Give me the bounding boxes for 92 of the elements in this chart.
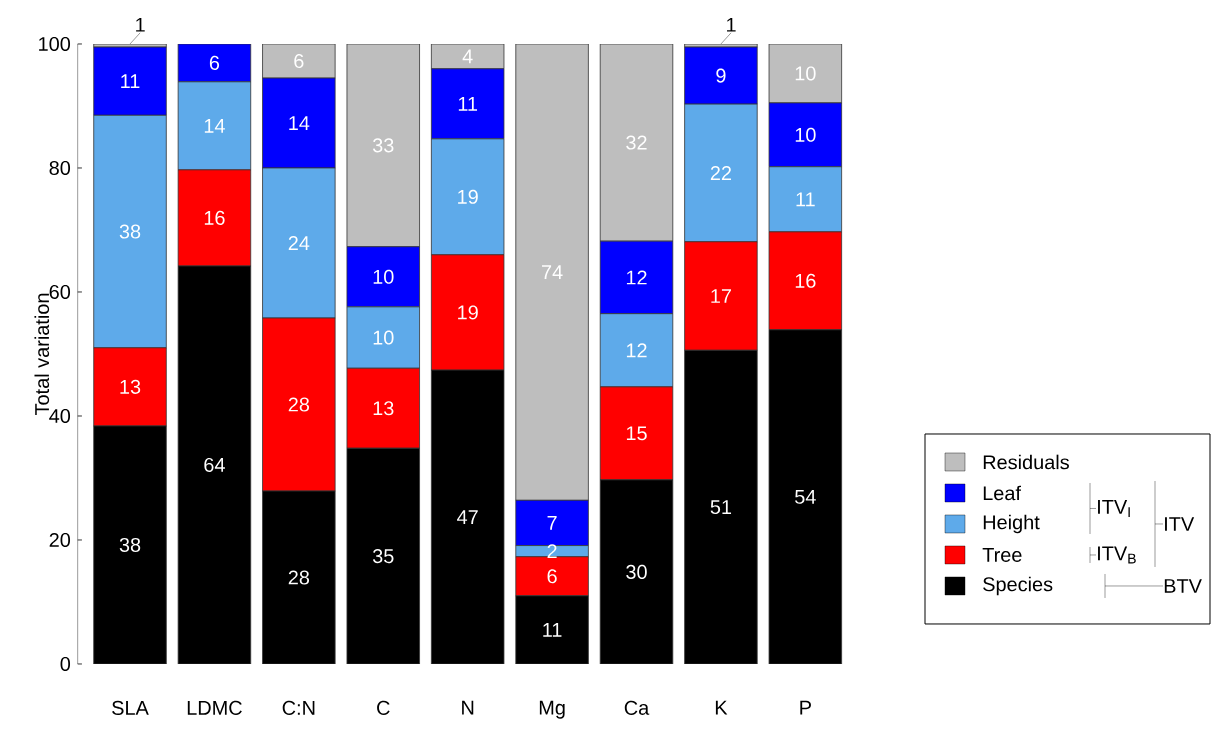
x-tick-label: C:N bbox=[282, 700, 315, 715]
data-label: 4 bbox=[462, 49, 473, 64]
y-tick-label: 0 bbox=[60, 656, 71, 672]
data-label: 22 bbox=[710, 165, 731, 180]
data-label: 11 bbox=[543, 623, 562, 637]
data-label: 12 bbox=[626, 270, 647, 285]
data-label: 32 bbox=[626, 135, 647, 150]
data-label: 11 bbox=[796, 192, 815, 207]
data-label: 16 bbox=[204, 210, 225, 225]
data-label: 13 bbox=[120, 379, 141, 394]
bar bbox=[346, 448, 420, 664]
x-tick-label: Ca bbox=[624, 700, 650, 715]
x-tick-label: N bbox=[462, 700, 474, 715]
data-label: 30 bbox=[626, 564, 647, 579]
bar bbox=[346, 246, 420, 308]
bar bbox=[599, 43, 674, 242]
data-label: 10 bbox=[373, 330, 394, 345]
bar bbox=[93, 46, 167, 116]
data-label: 24 bbox=[288, 236, 310, 250]
data-label: 74 bbox=[542, 265, 563, 279]
bar bbox=[262, 491, 336, 664]
data-label: 10 bbox=[795, 66, 816, 81]
x-tick-label: SLA bbox=[112, 700, 149, 715]
data-label: 10 bbox=[795, 127, 816, 142]
bar bbox=[600, 479, 673, 664]
bar bbox=[768, 102, 843, 168]
text: ITV bbox=[1165, 517, 1195, 531]
x-tick-label: P bbox=[800, 700, 811, 715]
x-tick-label: C bbox=[377, 700, 390, 715]
data-label: 1 bbox=[727, 17, 736, 32]
legend-label: Height bbox=[983, 514, 1040, 534]
data-label: 28 bbox=[288, 570, 310, 585]
data-label: 35 bbox=[372, 549, 394, 564]
bar bbox=[430, 68, 505, 140]
legend-label: Leaf bbox=[983, 485, 1021, 501]
bar bbox=[515, 43, 589, 501]
data-label: 47 bbox=[457, 510, 478, 524]
bar bbox=[346, 43, 420, 248]
data-label: 19 bbox=[458, 189, 478, 204]
y-tick-label: 20 bbox=[49, 532, 71, 548]
text: ITV$_{B}$ bbox=[1098, 546, 1136, 564]
data-label: 9 bbox=[716, 68, 726, 83]
data-label: 28 bbox=[288, 397, 310, 412]
data-label: 15 bbox=[626, 426, 647, 441]
data-label: 11 bbox=[458, 96, 478, 111]
legend-label: Tree bbox=[982, 548, 1022, 562]
data-label: 14 bbox=[289, 116, 310, 130]
x-tick-label: LDMC bbox=[187, 700, 242, 715]
x-tick-label: Mg bbox=[539, 700, 565, 719]
data-label: 64 bbox=[204, 457, 225, 473]
y-tick-label: 80 bbox=[49, 160, 71, 176]
data-label: 10 bbox=[373, 269, 394, 284]
legend-label: Species bbox=[983, 576, 1053, 596]
bar bbox=[768, 43, 843, 104]
data-label: 2 bbox=[547, 544, 557, 559]
bar bbox=[262, 77, 336, 169]
data-label: 6 bbox=[209, 55, 220, 70]
data-label: 17 bbox=[711, 289, 731, 303]
bar bbox=[177, 43, 252, 83]
x-tick-label: K bbox=[715, 700, 728, 715]
bar bbox=[684, 46, 758, 105]
data-label: 12 bbox=[626, 343, 647, 358]
data-label: 38 bbox=[119, 224, 141, 239]
text: ITV$_{I}$ bbox=[1098, 500, 1130, 517]
data-label: 33 bbox=[372, 138, 394, 153]
bar bbox=[262, 43, 336, 79]
bar bbox=[768, 329, 843, 664]
bar bbox=[93, 425, 167, 664]
data-label: 7 bbox=[547, 516, 557, 530]
y-tick-label: 40 bbox=[49, 408, 71, 424]
bar bbox=[599, 240, 674, 315]
bar bbox=[515, 595, 589, 664]
legend-label: Residuals bbox=[983, 454, 1069, 470]
data-label: 54 bbox=[795, 489, 816, 504]
data-label: 14 bbox=[204, 118, 225, 133]
data-label: 13 bbox=[373, 401, 394, 416]
data-label: 6 bbox=[547, 569, 557, 584]
bar bbox=[178, 265, 251, 664]
text: BTV bbox=[1164, 579, 1202, 593]
data-label: 16 bbox=[795, 273, 816, 288]
data-label: 19 bbox=[458, 305, 478, 320]
data-label: 38 bbox=[119, 537, 141, 552]
bar bbox=[515, 499, 589, 546]
y-tick-label: 100 bbox=[39, 36, 71, 52]
y-axis-title: Total variation bbox=[34, 293, 50, 415]
data-label: 1 bbox=[136, 17, 145, 32]
bar bbox=[684, 350, 758, 664]
data-label: 51 bbox=[710, 500, 732, 515]
data-label: 11 bbox=[121, 74, 140, 89]
data-label: 6 bbox=[294, 53, 304, 69]
y-tick-label: 60 bbox=[49, 284, 71, 300]
bar bbox=[431, 370, 504, 664]
